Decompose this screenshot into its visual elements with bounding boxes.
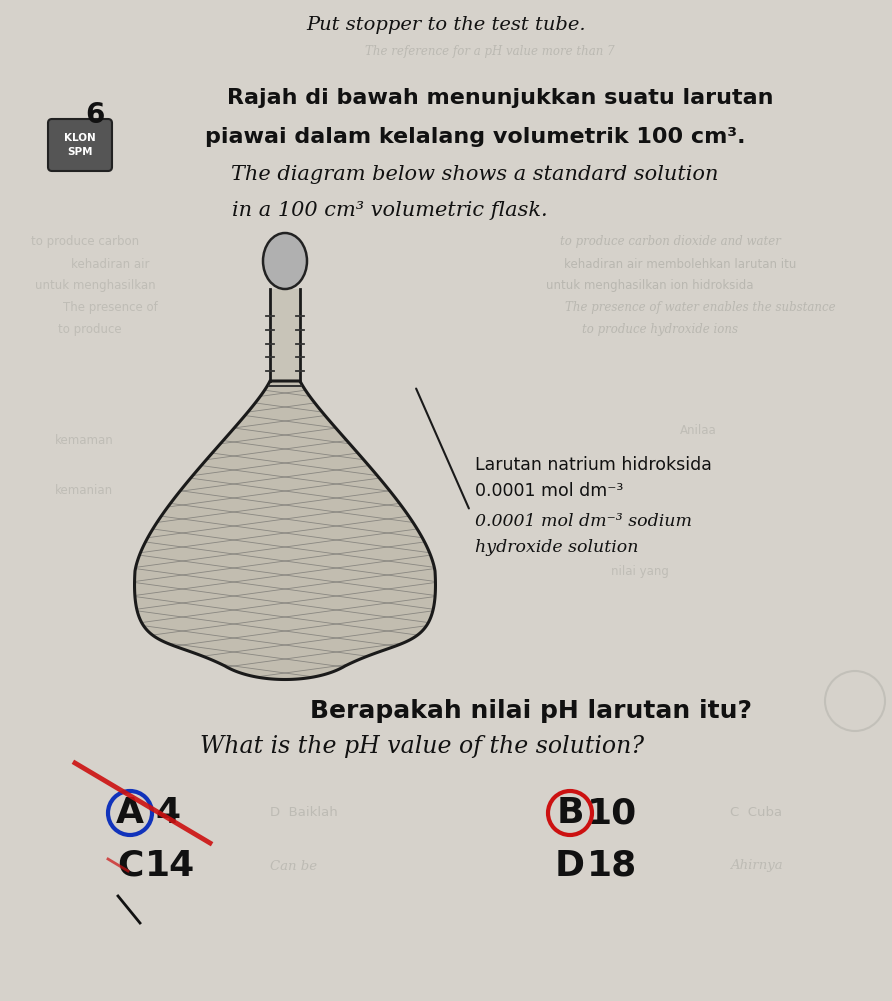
Text: 4: 4	[155, 796, 180, 830]
Text: to produce carbon dioxide and water: to produce carbon dioxide and water	[559, 234, 780, 247]
Text: Berapakah nilai pH larutan itu?: Berapakah nilai pH larutan itu?	[310, 699, 752, 723]
Text: B: B	[557, 796, 583, 830]
Text: nilai yang: nilai yang	[611, 565, 669, 578]
Text: 6: 6	[86, 101, 104, 129]
Text: Anilaa: Anilaa	[680, 424, 717, 437]
Text: 0.0001 mol dm⁻³: 0.0001 mol dm⁻³	[475, 482, 624, 500]
Text: 10: 10	[587, 796, 637, 830]
Text: 18: 18	[587, 849, 637, 883]
Text: 0.0001 mol dm⁻³ sodium: 0.0001 mol dm⁻³ sodium	[475, 513, 692, 530]
Text: The diagram below shows a standard solution: The diagram below shows a standard solut…	[231, 165, 719, 184]
Text: The presence of: The presence of	[62, 301, 157, 314]
Text: Larutan natrium hidroksida: Larutan natrium hidroksida	[475, 456, 712, 474]
Text: Put stopper to the test tube.: Put stopper to the test tube.	[306, 16, 586, 34]
Text: to produce carbon: to produce carbon	[31, 234, 139, 247]
Text: to produce: to produce	[58, 323, 122, 336]
Text: kehadiran air: kehadiran air	[70, 257, 149, 270]
Text: Ahirnya: Ahirnya	[730, 860, 782, 873]
Text: Rajah di bawah menunjukkan suatu larutan: Rajah di bawah menunjukkan suatu larutan	[227, 88, 773, 108]
Text: kemanian: kemanian	[55, 484, 113, 497]
Text: piawai dalam kelalang volumetrik 100 cm³.: piawai dalam kelalang volumetrik 100 cm³…	[205, 127, 745, 147]
Text: kemaman: kemaman	[55, 434, 114, 447]
Polygon shape	[135, 381, 435, 680]
Text: A: A	[116, 796, 144, 830]
Text: kehadiran air membolehkan larutan itu: kehadiran air membolehkan larutan itu	[564, 257, 797, 270]
Text: untuk menghasilkan: untuk menghasilkan	[35, 279, 155, 292]
Text: 14: 14	[145, 849, 195, 883]
Text: D: D	[555, 849, 585, 883]
Text: SPM: SPM	[67, 147, 93, 157]
Text: Can be: Can be	[270, 860, 318, 873]
Text: C  Cuba: C Cuba	[730, 807, 782, 820]
Text: The presence of water enables the substance: The presence of water enables the substa…	[565, 301, 835, 314]
Text: C: C	[117, 849, 144, 883]
Text: to produce hydroxide ions: to produce hydroxide ions	[582, 323, 738, 336]
Bar	[270, 289, 300, 381]
Text: KLON: KLON	[64, 133, 95, 143]
Text: D  Baiklah: D Baiklah	[270, 807, 338, 820]
Text: hydroxide solution: hydroxide solution	[475, 539, 639, 556]
Text: in a 100 cm³ volumetric flask.: in a 100 cm³ volumetric flask.	[232, 201, 548, 220]
Text: untuk menghasilkan ion hidroksida: untuk menghasilkan ion hidroksida	[546, 279, 754, 292]
Text: What is the pH value of the solution?: What is the pH value of the solution?	[200, 735, 644, 758]
FancyBboxPatch shape	[48, 119, 112, 171]
Text: The reference for a pH value more than 7: The reference for a pH value more than 7	[365, 44, 615, 57]
Ellipse shape	[263, 233, 307, 289]
